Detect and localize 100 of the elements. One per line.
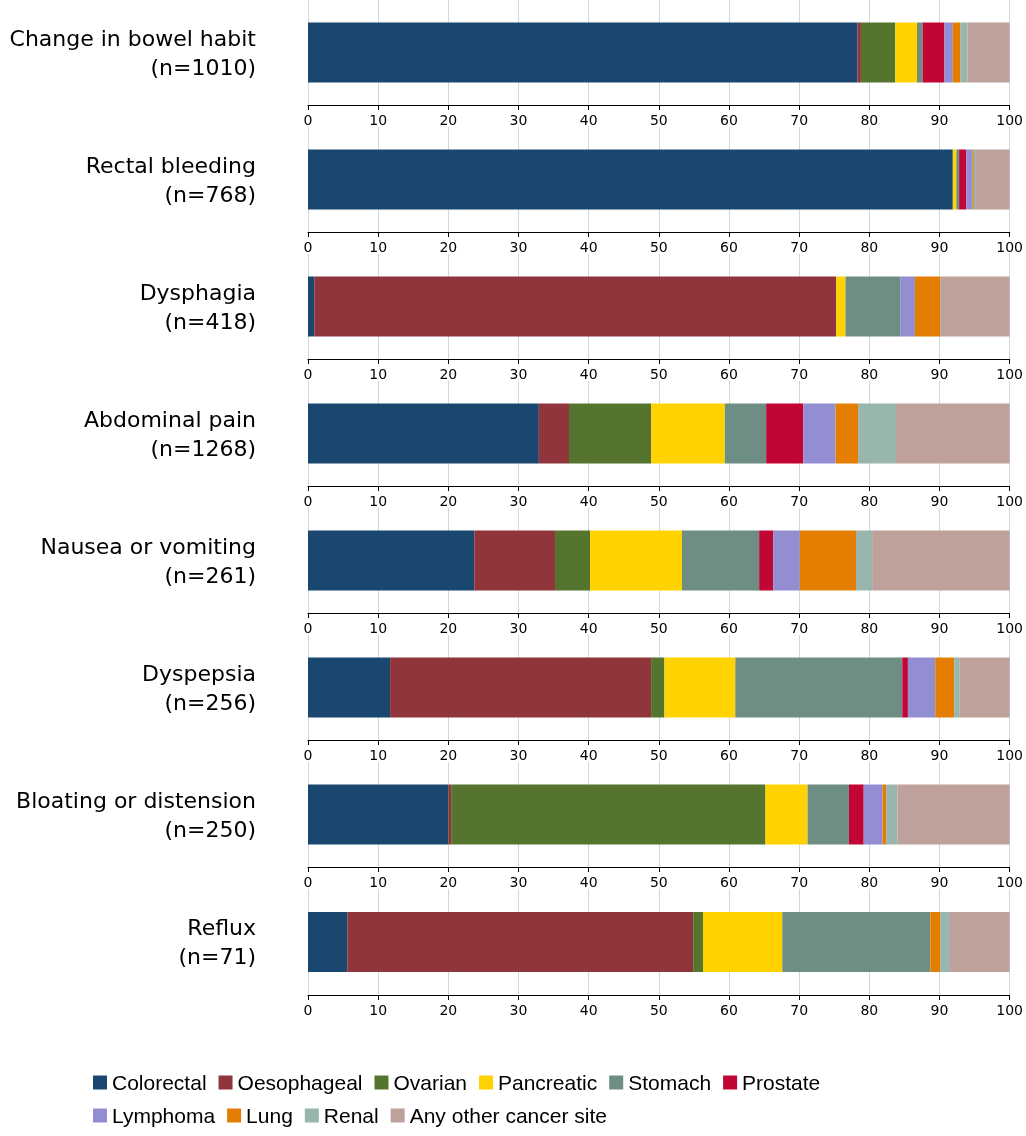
bar <box>900 276 915 337</box>
x-tick-label: 20 <box>439 1002 458 1018</box>
x-tick-label: 50 <box>649 493 668 509</box>
bar <box>782 912 931 972</box>
bar <box>538 403 570 464</box>
bar <box>886 784 898 845</box>
x-tick-label: 60 <box>720 620 738 636</box>
x-tick-label: 20 <box>439 366 458 382</box>
bar <box>308 22 858 83</box>
bar <box>907 657 936 718</box>
bar <box>863 784 883 845</box>
x-tick-label: 50 <box>649 239 668 255</box>
bar <box>845 276 901 337</box>
bar <box>807 784 849 845</box>
bar <box>390 657 652 718</box>
legend-label: Renal <box>323 1104 379 1127</box>
x-tick-label: 60 <box>720 239 738 255</box>
bar <box>857 22 861 83</box>
x-tick-label: 20 <box>439 747 458 763</box>
x-tick-label: 50 <box>649 1002 668 1018</box>
bar <box>950 912 1010 972</box>
bar <box>914 276 941 337</box>
bar <box>799 530 856 591</box>
x-tick-label: 60 <box>720 747 738 763</box>
x-tick-label: 0 <box>303 239 313 255</box>
y-tick-label: Nausea or vomiting (n=261) <box>40 533 256 588</box>
x-tick-label: 40 <box>579 112 598 128</box>
bar <box>944 22 953 83</box>
x-tick-label: 20 <box>439 620 458 636</box>
x-tick-label: 50 <box>649 366 668 382</box>
bar <box>554 530 591 591</box>
y-tick-label: Reflux (n=71) <box>178 915 256 969</box>
bar <box>930 912 941 972</box>
x-tick-label: 60 <box>720 366 738 382</box>
x-tick-label: 0 <box>303 112 313 128</box>
bar <box>308 276 315 337</box>
x-tick-label: 60 <box>720 1002 738 1018</box>
x-tick-label: 70 <box>790 620 809 636</box>
x-tick-label: 10 <box>369 239 388 255</box>
bar <box>959 657 1010 718</box>
x-tick-label: 70 <box>790 366 809 382</box>
bar <box>835 403 859 464</box>
x-tick-label: 100 <box>996 366 1024 382</box>
bar <box>967 22 1010 83</box>
bar <box>693 912 704 972</box>
x-tick-label: 30 <box>509 366 528 382</box>
bar <box>308 403 539 464</box>
x-tick-label: 80 <box>860 620 879 636</box>
bar <box>664 657 736 718</box>
y-tick-label: Bloating or distension (n=250) <box>16 787 256 842</box>
bar <box>966 149 973 210</box>
x-tick-label: 20 <box>439 239 458 255</box>
x-tick-label: 50 <box>649 620 668 636</box>
x-tick-label: 90 <box>930 1002 949 1018</box>
x-tick-label: 30 <box>509 1002 528 1018</box>
x-tick-label: 30 <box>509 874 528 890</box>
x-tick-label: 60 <box>720 112 738 128</box>
bar <box>773 530 800 591</box>
bar <box>975 149 1010 210</box>
bar <box>347 912 694 972</box>
x-tick-label: 100 <box>996 620 1024 636</box>
y-tick-label: Change in bowel habit (n=1010) <box>9 25 257 80</box>
x-tick-label: 70 <box>790 493 809 509</box>
x-tick-label: 70 <box>790 1002 809 1018</box>
legend-label: Colorectal <box>112 1071 207 1094</box>
x-tick-label: 40 <box>579 239 598 255</box>
bar <box>308 784 449 845</box>
bar <box>735 657 903 718</box>
y-tick-label: Abdominal pain (n=1268) <box>83 406 256 461</box>
bar <box>703 912 783 972</box>
x-tick-label: 80 <box>860 366 879 382</box>
x-tick-label: 90 <box>930 620 949 636</box>
legend-label: Stomach <box>628 1071 712 1094</box>
bar <box>569 403 652 464</box>
x-tick-label: 90 <box>930 874 949 890</box>
bar <box>855 530 873 591</box>
x-tick-label: 80 <box>860 493 879 509</box>
bar <box>766 403 804 464</box>
bar <box>895 403 1010 464</box>
x-tick-label: 0 <box>303 366 313 382</box>
bar <box>902 657 908 718</box>
x-tick-label: 70 <box>790 874 809 890</box>
y-tick-label: Dyspepsia (n=256) <box>142 660 256 715</box>
x-tick-label: 40 <box>579 493 598 509</box>
bar <box>590 530 682 591</box>
bar <box>897 784 1010 845</box>
bar <box>917 22 923 83</box>
bar <box>451 784 766 845</box>
bar <box>651 657 665 718</box>
x-tick-label: 30 <box>509 112 528 128</box>
bar <box>759 530 774 591</box>
x-tick-label: 10 <box>369 1002 388 1018</box>
bar <box>651 403 725 464</box>
bar <box>803 403 836 464</box>
bar <box>954 657 960 718</box>
bar <box>940 912 950 972</box>
bar <box>474 530 555 591</box>
bar <box>940 276 1010 337</box>
x-tick-label: 80 <box>860 239 879 255</box>
bar <box>959 149 967 210</box>
